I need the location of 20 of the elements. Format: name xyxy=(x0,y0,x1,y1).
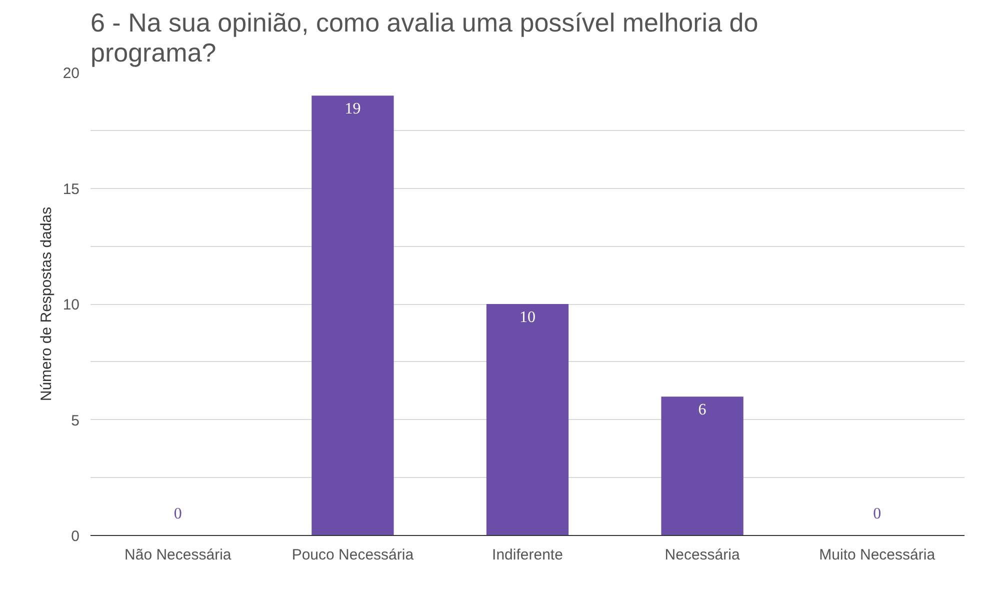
y-tick-label: 5 xyxy=(71,412,80,430)
bar xyxy=(486,304,569,536)
data-label: 6 xyxy=(698,402,706,419)
data-label: 0 xyxy=(873,506,882,523)
x-tick-label: Muito Necessária xyxy=(819,546,936,564)
y-tick-label: 10 xyxy=(62,296,80,314)
bar xyxy=(661,396,744,536)
y-tick-label: 0 xyxy=(71,528,80,545)
y-tick-label: 15 xyxy=(62,180,80,198)
x-tick-label: Pouco Necessária xyxy=(292,546,414,564)
y-axis-title: Número de Respostas dadas xyxy=(38,206,55,402)
data-label: 19 xyxy=(344,100,361,118)
bar xyxy=(312,96,394,536)
chart-title: 6 - Na sua opinião, como avalia uma possível melhoria do programa? xyxy=(90,8,758,68)
data-label: 0 xyxy=(174,506,182,523)
data-label: 10 xyxy=(520,308,536,326)
x-tick-label: Indiferente xyxy=(492,546,563,564)
x-tick-label: Necessária xyxy=(664,546,740,564)
x-tick-label: Não Necessária xyxy=(124,546,232,564)
y-tick-label: 20 xyxy=(62,65,80,82)
